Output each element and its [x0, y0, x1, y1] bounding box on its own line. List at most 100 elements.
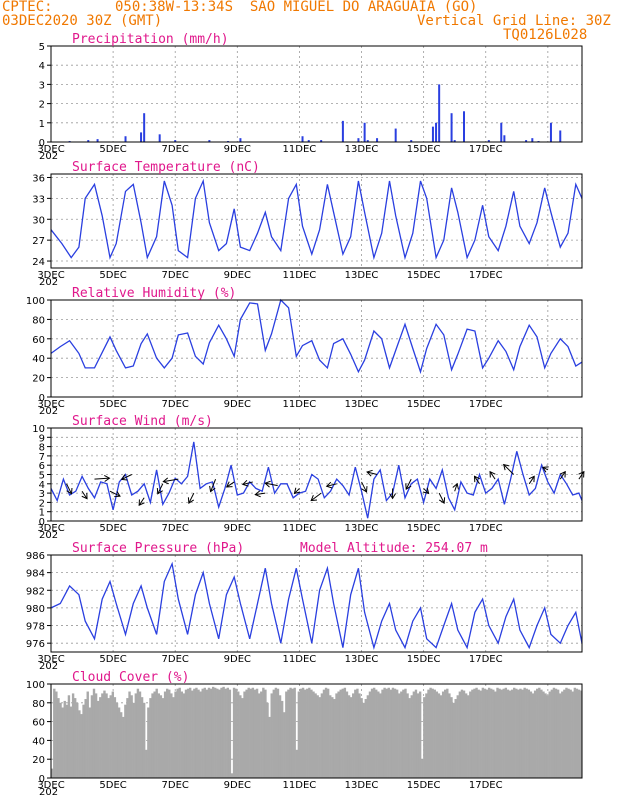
precip-bar	[431, 126, 434, 142]
wind-arrow	[294, 488, 300, 494]
cloud-bar	[410, 695, 413, 778]
precip-bar	[174, 140, 177, 142]
cloud-bar	[331, 697, 334, 778]
y-tick-label: 978	[26, 622, 45, 633]
x-tick-label: 17DEC	[469, 399, 503, 410]
cloud-bar	[519, 688, 522, 778]
cloud-bar	[571, 691, 574, 778]
cloud-bar	[222, 686, 225, 778]
wind-arrow-head	[241, 479, 249, 487]
cloud-bar	[255, 688, 259, 778]
cloud-bar	[203, 687, 207, 778]
cloud-bar	[414, 689, 418, 778]
cloud-bar	[218, 689, 221, 778]
wind-arrow	[66, 483, 72, 495]
cloud-bar	[151, 693, 154, 778]
cloud-bar	[287, 689, 290, 778]
cloud-bar	[76, 702, 79, 778]
wind-arrow-head	[310, 495, 318, 502]
wind-arrow	[94, 477, 110, 480]
cloud-bar	[458, 691, 462, 778]
wind-arrow-head	[325, 481, 333, 489]
cloud-bar	[362, 702, 365, 778]
cloud-bar	[523, 687, 526, 778]
x-tick-label: 5DEC	[99, 523, 126, 534]
cloud-bar	[575, 688, 579, 778]
cloud-bar	[73, 698, 77, 778]
wind-arrow	[242, 481, 253, 485]
cloud-bar	[67, 695, 71, 778]
cloud-bar	[337, 691, 340, 778]
cloud-bar	[188, 687, 192, 778]
cloud-bar	[88, 707, 92, 778]
x-tick-label: 11DEC	[283, 144, 317, 155]
cloud-bar	[577, 689, 581, 778]
cloud-bar	[318, 697, 321, 778]
cloud-bar	[103, 690, 106, 778]
rh-panel-frame	[50, 299, 583, 398]
x-tick-year: 202	[39, 787, 58, 798]
precip-bar	[376, 138, 379, 142]
cloud-bar	[147, 707, 150, 778]
precip-bar	[463, 111, 465, 142]
cloud-bar	[494, 691, 497, 778]
x-tick-label: 11DEC	[283, 780, 317, 791]
cloud-bar	[339, 689, 342, 778]
precip-bar	[307, 140, 310, 142]
precip-bar	[453, 140, 456, 142]
cloud-bar	[370, 688, 374, 778]
cloud-bar	[276, 688, 280, 778]
cloud-bar	[435, 691, 439, 778]
cloud-bar	[561, 691, 564, 778]
x-tick-label: 13DEC	[345, 144, 379, 155]
cloud-bar	[228, 689, 232, 778]
cloud-bar	[272, 689, 275, 778]
y-tick-label: 10	[32, 424, 45, 435]
precip-bar	[363, 122, 366, 142]
cloud-bar	[471, 689, 474, 778]
y-tick-label: 8	[39, 443, 45, 454]
x-tick-label: 5DEC	[99, 270, 126, 281]
cloud-bar	[322, 689, 326, 778]
cloud-bar	[492, 689, 495, 778]
x-tick-year: 202	[39, 151, 58, 162]
cloud-bar	[341, 688, 344, 778]
cloud-bar	[387, 687, 390, 778]
wind-arrow	[226, 481, 235, 488]
precip-bar	[549, 122, 552, 142]
cloud-bar	[245, 689, 248, 778]
precip-bar	[341, 120, 344, 142]
wind-arrow	[503, 464, 515, 475]
cloud-bar	[450, 697, 453, 778]
y-tick-label: 5	[39, 471, 45, 482]
y-tick-label: 7	[39, 452, 45, 463]
wind-arrow-head	[366, 469, 373, 477]
cloud-bar	[510, 689, 514, 778]
wind-arrow	[109, 490, 121, 497]
y-tick-label: 80	[32, 315, 45, 326]
cloud-bar	[368, 691, 372, 778]
cloud-bar	[113, 697, 117, 778]
cloud-bar	[427, 689, 430, 778]
y-tick-label: 3	[39, 489, 45, 500]
cloud-bar	[59, 702, 62, 778]
cloud-bar	[412, 691, 416, 778]
cloud-bar	[86, 691, 89, 778]
y-tick-label: 30	[32, 215, 45, 226]
cloud-bar	[312, 691, 315, 778]
wind-arrow-head	[528, 475, 535, 483]
cloud-bar	[241, 698, 244, 778]
cloud-bar	[170, 693, 173, 778]
x-tick-label: 15DEC	[407, 270, 441, 281]
x-tick-label: 9DEC	[224, 523, 251, 534]
cloud-bar	[257, 693, 261, 778]
precip-bar	[450, 113, 453, 142]
cloud-bar	[527, 689, 531, 778]
cloud-bar	[99, 697, 102, 778]
cloud-bar	[477, 689, 480, 778]
cloud-bar	[243, 691, 246, 778]
wind-arrow	[578, 471, 585, 480]
cloud-bar	[247, 687, 250, 778]
cloud-bar	[425, 693, 428, 778]
